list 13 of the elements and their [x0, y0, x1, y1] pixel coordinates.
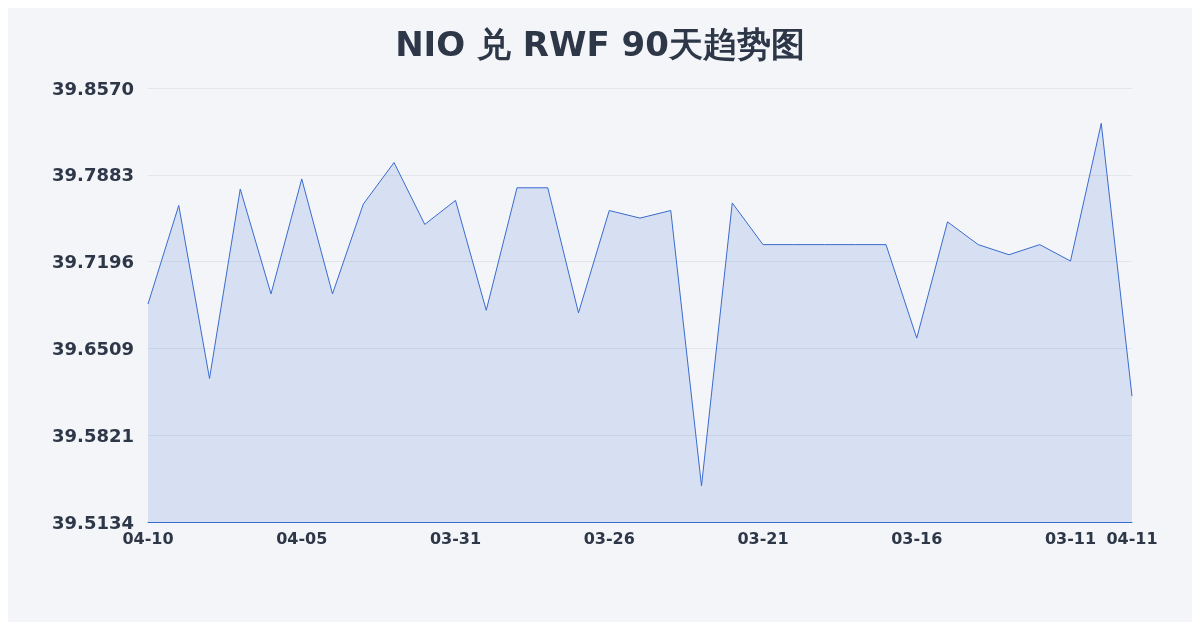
- x-tick-label: 03-26: [583, 528, 635, 548]
- x-tick-label: 03-21: [737, 528, 789, 548]
- x-tick-label: 03-11: [1044, 528, 1097, 548]
- y-tick-label: 39.7883: [52, 164, 134, 186]
- chart-title: NIO 兑 RWF 90天趋势图: [395, 24, 805, 64]
- x-tick-label: 04-05: [276, 528, 328, 548]
- x-tick-label: 03-16: [891, 528, 943, 548]
- y-tick-label: 39.8570: [52, 77, 134, 99]
- y-tick-label: 39.7196: [52, 251, 134, 273]
- x-tick-label: 04-11: [1106, 528, 1158, 548]
- x-tick-label: 03-31: [429, 528, 482, 548]
- y-tick-label: 39.6509: [52, 337, 134, 359]
- y-tick-label: 39.5821: [52, 424, 134, 446]
